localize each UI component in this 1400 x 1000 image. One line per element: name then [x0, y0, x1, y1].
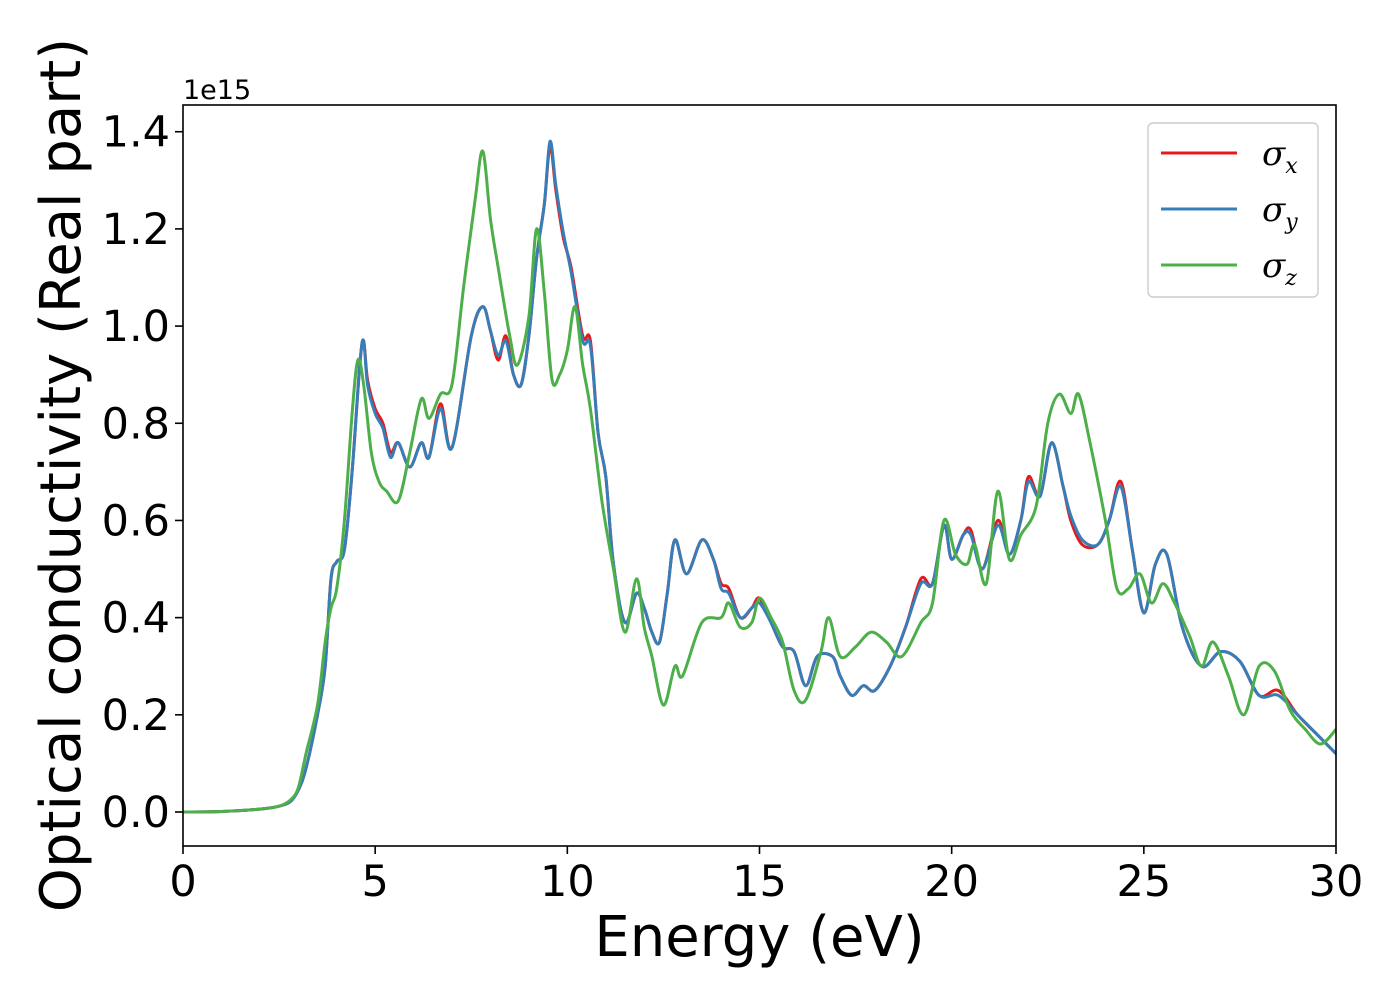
- legend-label-x: σx: [1262, 134, 1298, 179]
- y-tick-label: 0.6: [102, 496, 170, 546]
- y-tick-label: 0.0: [102, 788, 170, 838]
- x-tick-label: 30: [1309, 857, 1364, 907]
- series-line-z: [183, 149, 1336, 814]
- y-axis-label: Optical conductivity (Real part): [29, 38, 94, 912]
- y-tick-label: 0.4: [102, 594, 170, 644]
- ticks-layer: 0 5 10 15 20 25 30 0.0 0.2 0.4 0.6 0.8 1.0 1.2 1.4: [102, 108, 1364, 907]
- x-axis-label: Energy (eV): [594, 905, 924, 970]
- x-tick-label: 20: [924, 857, 979, 907]
- y-tick-label: 0.8: [102, 399, 170, 449]
- legend: σx σy σz: [1147, 122, 1319, 298]
- y-tick-label: 1.2: [102, 205, 170, 255]
- y-tick-label: 0.2: [102, 691, 170, 741]
- y-offset-label: 1e15: [183, 75, 251, 106]
- y-tick-label: 1.4: [102, 108, 170, 158]
- legend-label-y: σy: [1262, 190, 1298, 235]
- x-tick-label: 5: [361, 857, 388, 907]
- x-tick-label: 25: [1116, 857, 1171, 907]
- x-tick-label: 0: [169, 857, 196, 907]
- series-line-y: [183, 139, 1336, 814]
- x-tick-label: 10: [540, 857, 595, 907]
- x-tick-label: 15: [732, 857, 787, 907]
- legend-label-z: σz: [1262, 246, 1297, 291]
- series-layer: [183, 139, 1336, 814]
- y-tick-label: 1.0: [102, 302, 170, 352]
